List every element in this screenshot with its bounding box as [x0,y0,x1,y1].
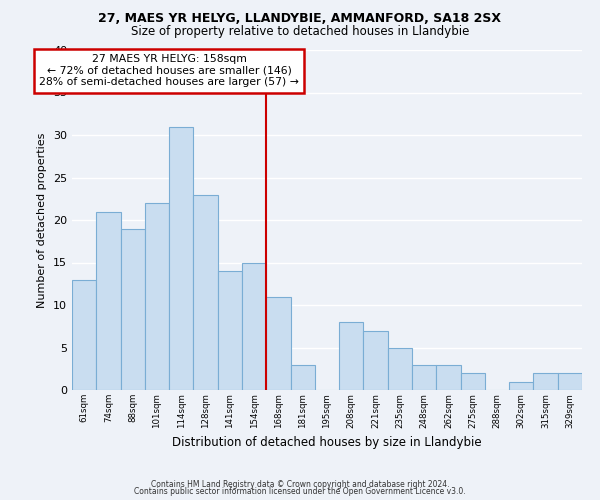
Text: Size of property relative to detached houses in Llandybie: Size of property relative to detached ho… [131,25,469,38]
Bar [364,330,388,390]
Text: Contains HM Land Registry data © Crown copyright and database right 2024.: Contains HM Land Registry data © Crown c… [151,480,449,489]
Bar [169,126,193,390]
Bar [388,348,412,390]
Bar [461,373,485,390]
Bar [193,194,218,390]
Bar [339,322,364,390]
Text: 27, MAES YR HELYG, LLANDYBIE, AMMANFORD, SA18 2SX: 27, MAES YR HELYG, LLANDYBIE, AMMANFORD,… [98,12,502,26]
Bar [436,364,461,390]
Bar [242,262,266,390]
Text: 27 MAES YR HELYG: 158sqm
← 72% of detached houses are smaller (146)
28% of semi-: 27 MAES YR HELYG: 158sqm ← 72% of detach… [39,54,299,88]
Bar [509,382,533,390]
Bar [121,228,145,390]
Bar [218,271,242,390]
Bar [412,364,436,390]
Y-axis label: Number of detached properties: Number of detached properties [37,132,47,308]
X-axis label: Distribution of detached houses by size in Llandybie: Distribution of detached houses by size … [172,436,482,449]
Bar [145,203,169,390]
Bar [533,373,558,390]
Bar [96,212,121,390]
Bar [558,373,582,390]
Text: Contains public sector information licensed under the Open Government Licence v3: Contains public sector information licen… [134,487,466,496]
Bar [72,280,96,390]
Bar [290,364,315,390]
Bar [266,296,290,390]
